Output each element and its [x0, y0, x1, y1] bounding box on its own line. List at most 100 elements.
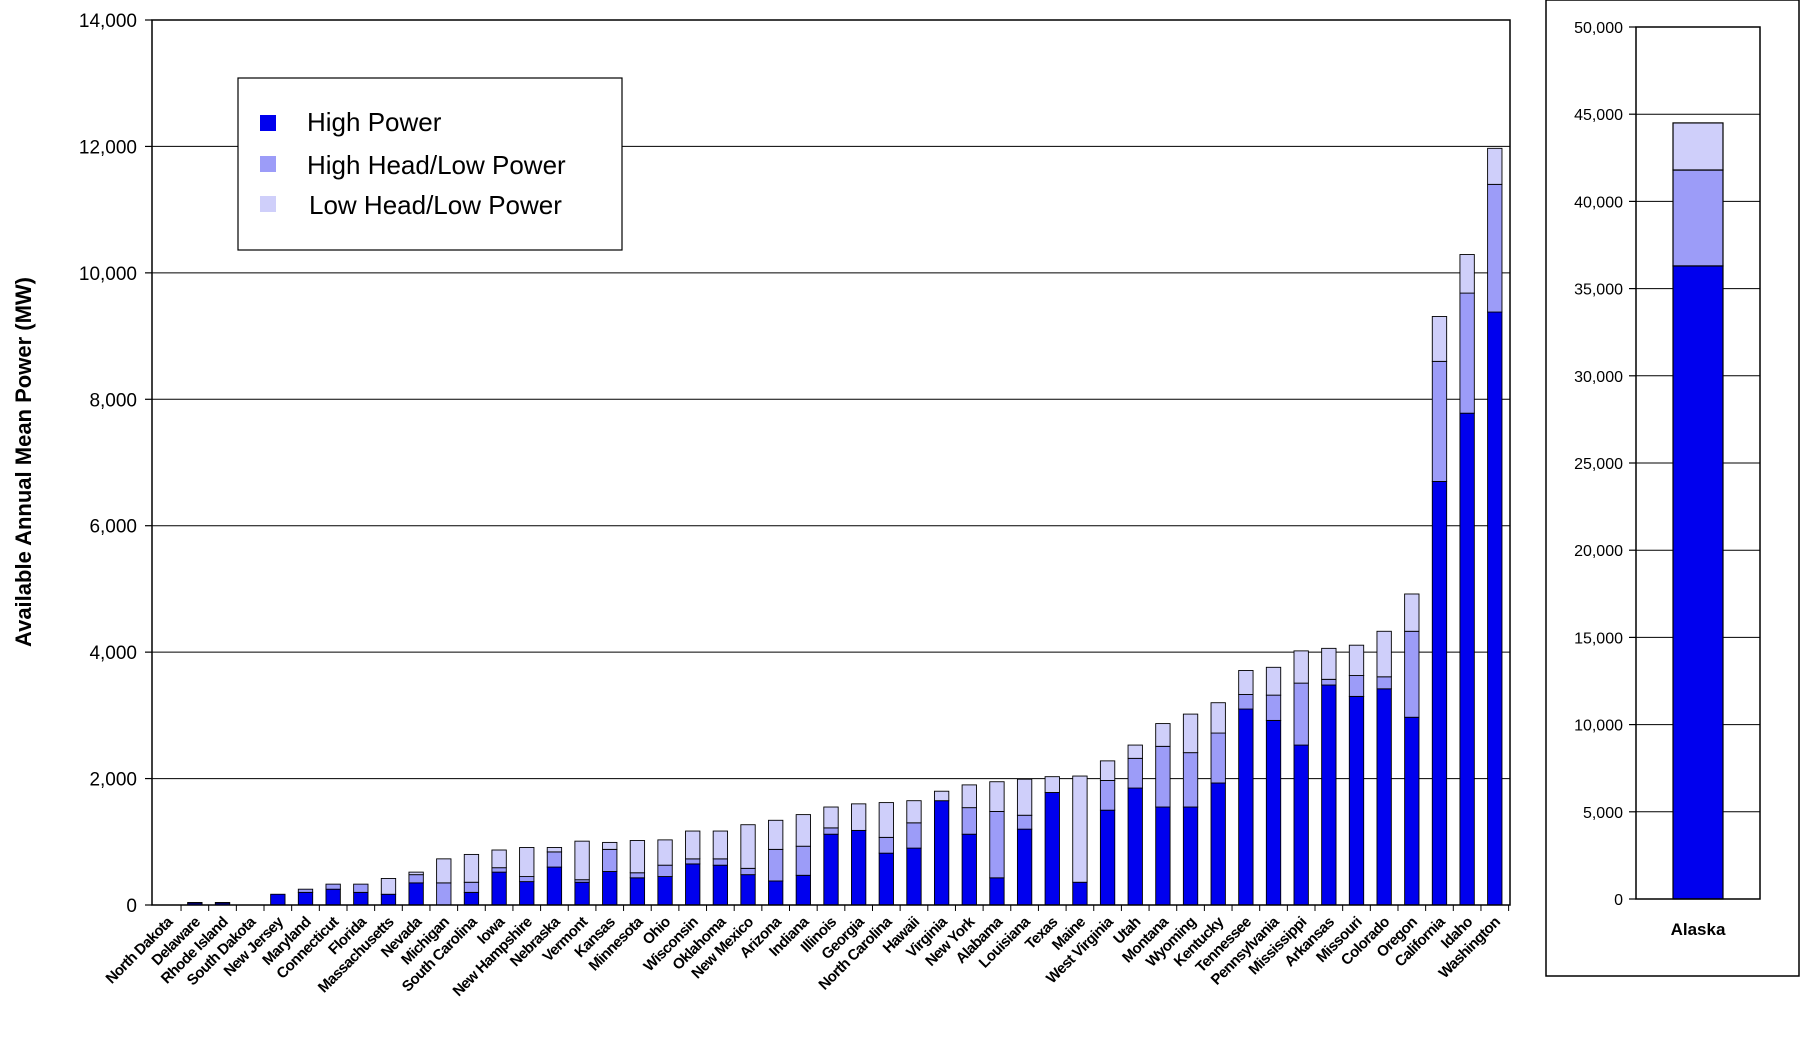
bar-oregon-low-head-low-power [1404, 593, 1420, 632]
bar-kentucky-high-power [1210, 782, 1226, 906]
bar-kentucky-high-head-low-power [1210, 732, 1226, 784]
bar-iowa-high-head-low-power [491, 867, 507, 873]
bar-arizona-low-head-low-power [768, 819, 784, 850]
bar-new-jersey-high-power [270, 893, 286, 906]
bar-west-virginia-high-power [1099, 809, 1116, 906]
bar-alabama-high-power [989, 877, 1005, 906]
bar-minnesota-low-head-low-power [629, 840, 646, 874]
bar-hawaii-low-head-low-power [906, 800, 922, 824]
bar-missouri-high-power [1348, 695, 1365, 906]
bar-wyoming-low-head-low-power [1182, 713, 1199, 754]
bar-new-hampshire-high-head-low-power [519, 876, 535, 883]
bar-missouri-high-head-low-power [1348, 675, 1365, 697]
bar-mississippi-high-head-low-power [1293, 682, 1309, 746]
bar-oklahoma-low-head-low-power [712, 830, 729, 860]
bar-nevada-high-power [408, 882, 424, 906]
legend-swatch-low-head-low-power [260, 196, 276, 212]
bar-nebraska-high-head-low-power [546, 851, 563, 868]
bar-vermont-high-power [574, 881, 590, 906]
bar-louisiana-high-power [1016, 828, 1033, 906]
main-bars [187, 147, 1503, 906]
inset-y-tick-label: 15,000 [1574, 630, 1623, 647]
inset-y-tick-label: 45,000 [1574, 107, 1623, 124]
bar-wisconsin-high-power [685, 863, 701, 906]
bar-south-carolina-high-head-low-power [463, 881, 480, 893]
bar-wisconsin-low-head-low-power [685, 830, 701, 860]
main-y-axis-ticks: 0 2,000 4,000 6,000 8,000 10,000 12,000 14,000 [79, 11, 152, 917]
bar-california-low-head-low-power [1431, 316, 1448, 362]
bar-kentucky-low-head-low-power [1210, 702, 1226, 734]
y-tick-label: 4,000 [89, 643, 137, 664]
bar-oregon-high-head-low-power [1404, 630, 1420, 718]
bar-idaho-high-head-low-power [1459, 292, 1475, 414]
y-tick-label: 10,000 [79, 264, 137, 285]
bar-new-york-low-head-low-power [961, 784, 977, 809]
bar-colorado-low-head-low-power [1376, 630, 1392, 678]
bar-louisiana-low-head-low-power [1016, 778, 1033, 816]
bar-north-carolina-high-head-low-power [878, 836, 894, 854]
bar-maine-low-head-low-power [1072, 775, 1088, 883]
bar-south-carolina-low-head-low-power [463, 853, 480, 883]
y-tick-label: 12,000 [79, 137, 137, 158]
y-tick-label: 0 [126, 896, 137, 917]
inset-y-tick-label: 30,000 [1574, 369, 1623, 386]
bar-california-high-head-low-power [1431, 360, 1448, 482]
bar-pennsylvania-high-head-low-power [1265, 694, 1282, 721]
bar-hawaii-high-head-low-power [906, 822, 922, 849]
bar-indiana-low-head-low-power [795, 814, 811, 847]
main-plot-frame [151, 19, 1511, 906]
bar-nevada-high-head-low-power [408, 874, 424, 884]
bar-new-mexico-high-power [740, 874, 756, 906]
bar-idaho-high-power [1459, 412, 1475, 906]
bar-michigan-high-head-low-power [436, 882, 452, 906]
bar-alabama-high-head-low-power [989, 810, 1005, 879]
inset-category-label: Alaska [1671, 920, 1726, 939]
inset-y-tick-label: 40,000 [1574, 194, 1623, 211]
bar-washington-low-head-low-power [1487, 147, 1503, 185]
bar-tennessee-high-head-low-power [1238, 694, 1254, 710]
bar-ohio-high-power [657, 876, 673, 906]
bar-new-mexico-low-head-low-power [740, 824, 756, 869]
bar-virginia-high-power [933, 800, 950, 906]
bar-illinois-high-head-low-power [823, 827, 839, 835]
bar-maine-high-power [1072, 881, 1088, 906]
bar-arkansas-high-power [1321, 684, 1337, 906]
bar-iowa-low-head-low-power [491, 849, 507, 869]
bar-iowa-high-power [491, 871, 507, 906]
bar-idaho-low-head-low-power [1459, 254, 1475, 294]
y-tick-label: 6,000 [89, 517, 137, 538]
bar-georgia-high-power [851, 829, 867, 906]
bar-oregon-high-power [1404, 716, 1420, 906]
bar-massachusetts-high-power [380, 893, 397, 906]
bar-kansas-high-power [602, 871, 618, 906]
bar-west-virginia-low-head-low-power [1099, 760, 1116, 781]
bar-delaware-high-head-low-power [187, 902, 203, 904]
inset-y-tick-label: 0 [1614, 892, 1623, 909]
bar-alabama-low-head-low-power [989, 781, 1005, 812]
bar-nebraska-low-head-low-power [546, 847, 563, 853]
bar-texas-high-power [1044, 792, 1060, 906]
bar-alaska-high-power [1672, 265, 1724, 900]
legend-swatch-high-power [260, 115, 276, 131]
y-tick-label: 8,000 [89, 390, 137, 411]
legend-label-high-head-low-power: High Head/Low Power [307, 150, 566, 180]
bar-montana-high-power [1155, 806, 1171, 906]
bar-new-hampshire-high-power [519, 881, 535, 906]
bar-illinois-low-head-low-power [823, 806, 839, 829]
bar-tennessee-low-head-low-power [1238, 670, 1254, 695]
bar-arkansas-high-head-low-power [1321, 678, 1337, 686]
bar-new-hampshire-low-head-low-power [519, 847, 535, 878]
bar-kansas-low-head-low-power [602, 841, 618, 850]
bar-washington-high-power [1487, 311, 1503, 906]
y-tick-label: 14,000 [79, 11, 137, 32]
inset-bars [1672, 122, 1724, 900]
bar-texas-low-head-low-power [1044, 776, 1060, 793]
bar-minnesota-high-power [629, 877, 646, 906]
bar-illinois-high-power [823, 833, 839, 906]
bar-maryland-high-power [297, 891, 314, 906]
bar-mississippi-high-power [1293, 744, 1309, 906]
bar-indiana-high-head-low-power [795, 845, 811, 876]
bar-oklahoma-high-power [712, 864, 729, 906]
bar-new-york-high-head-low-power [961, 807, 977, 835]
